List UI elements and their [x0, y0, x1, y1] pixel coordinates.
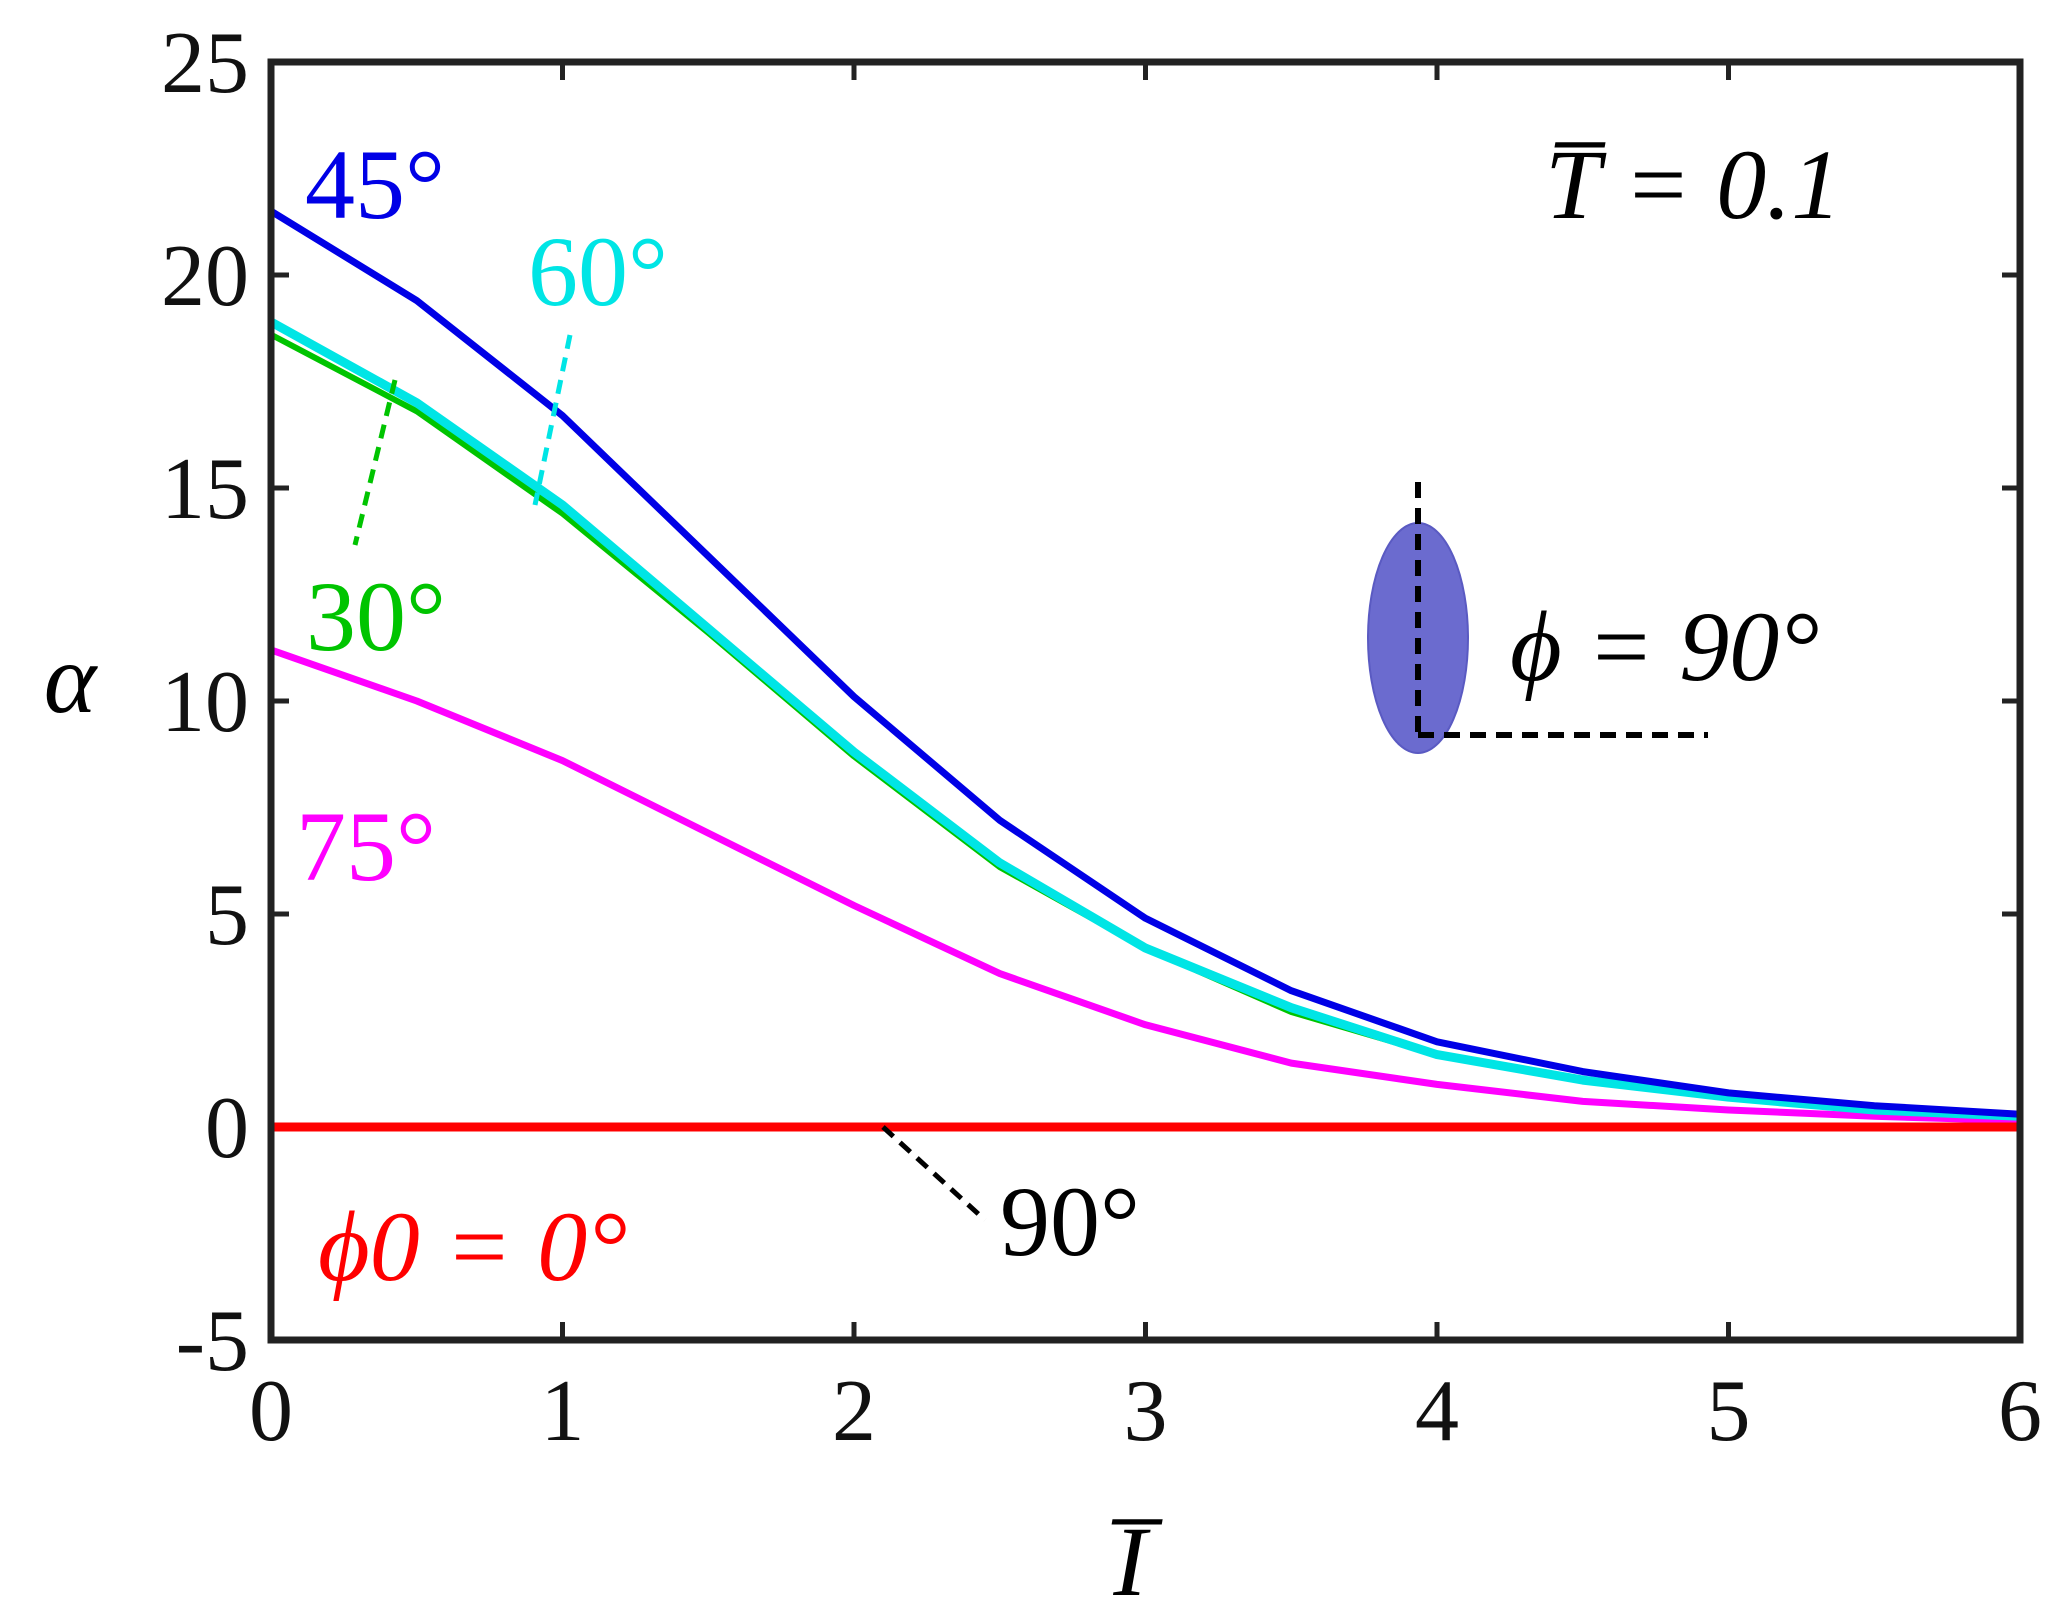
plot-frame	[267, 58, 2024, 1344]
leader-30	[352, 379, 398, 546]
label-75: 75°	[296, 791, 436, 902]
y-tick-label: -5	[176, 1293, 249, 1390]
y-tick-label: 25	[161, 15, 249, 112]
annotation-layer: 45° 60° 30° 75° 90° ϕ0 = 0°	[296, 129, 1140, 1302]
series-layer	[268, 208, 2021, 1132]
y-tick-label: 0	[205, 1080, 249, 1177]
series-line	[269, 208, 2021, 1118]
y-tick-label: 5	[205, 867, 249, 964]
phi-annotation: ϕ = 90°	[1510, 591, 1819, 702]
x-tick-label: 1	[541, 1363, 585, 1460]
x-tick-label: 3	[1124, 1363, 1168, 1460]
label-90: 90°	[1000, 1166, 1140, 1277]
label-60: 60°	[528, 216, 668, 327]
t-bar-annotation: T̅ = 0.1	[1545, 129, 1841, 240]
label-30: 30°	[306, 561, 446, 672]
y-tick-label: 10	[161, 654, 249, 751]
series-line	[269, 331, 2021, 1120]
x-axis-label: I̅	[1111, 1506, 1163, 1608]
label-phi0: ϕ0 = 0°	[318, 1191, 627, 1302]
x-tick-label: 0	[249, 1363, 293, 1460]
series-line	[269, 646, 2021, 1125]
x-tick-label: 4	[1415, 1363, 1459, 1460]
x-tick-label: 6	[1998, 1363, 2042, 1460]
y-tick-label: 20	[161, 228, 249, 325]
x-tick-label: 5	[1707, 1363, 1751, 1460]
y-axis-label: α	[44, 623, 99, 734]
series-line	[268, 317, 2021, 1121]
leader-60	[532, 334, 573, 506]
y-tick-label: 15	[161, 441, 249, 538]
leader-90	[881, 1125, 987, 1222]
x-tick-label: 2	[832, 1363, 876, 1460]
orientation-inset: ϕ = 90°	[1367, 482, 1819, 754]
label-45: 45°	[305, 129, 445, 240]
